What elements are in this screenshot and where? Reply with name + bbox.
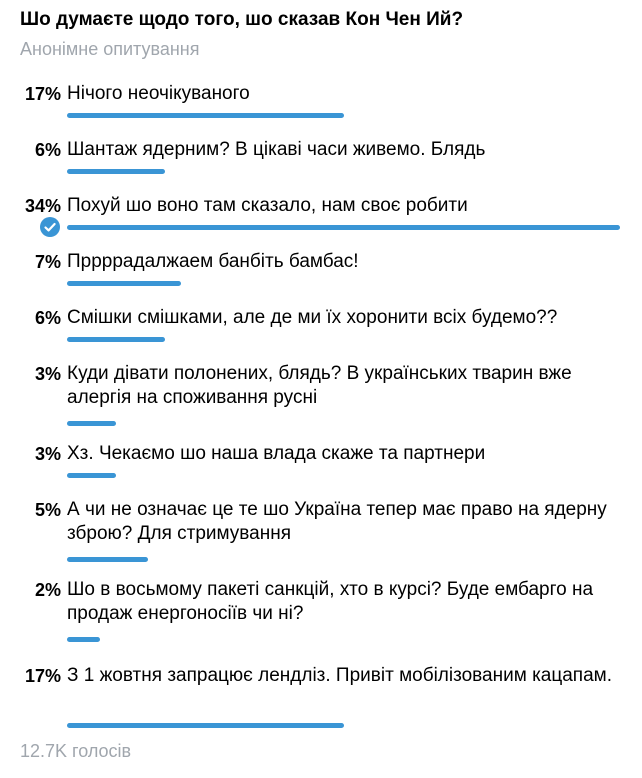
option-text: Нічого неочікуваного bbox=[67, 83, 250, 104]
option-text: Пррррадалжаем банбіть бамбас! bbox=[67, 251, 359, 272]
option-text: Похуй шо воно там сказало, нам своє роби… bbox=[67, 195, 468, 216]
poll-type: Анонімне опитування bbox=[20, 39, 200, 59]
option-result-bar bbox=[67, 637, 100, 642]
option-text: Шо в восьмому пакеті санкцій, хто в курс… bbox=[67, 579, 594, 624]
checkmark-icon bbox=[40, 217, 60, 237]
option-result-bar bbox=[67, 473, 116, 478]
option-percent: 3% bbox=[34, 364, 61, 384]
option-text: Смішки смішками, але де ми їх хоронити в… bbox=[67, 307, 558, 328]
option-result-bar bbox=[67, 337, 165, 342]
option-result-bar bbox=[67, 169, 165, 174]
option-percent: 17% bbox=[24, 666, 61, 686]
option-text: З 1 жовтня запрацює лендліз. Привіт мобі… bbox=[67, 665, 613, 686]
option-result-bar bbox=[67, 225, 620, 230]
option-text: Куди дівати полонених, блядь? В українсь… bbox=[67, 363, 572, 408]
vote-count[interactable]: 12.7K голосів bbox=[20, 741, 132, 761]
option-percent: 3% bbox=[34, 444, 61, 464]
option-result-bar bbox=[67, 723, 344, 728]
option-result-bar bbox=[67, 281, 181, 286]
option-text: А чи не означає це те шо Україна тепер м… bbox=[67, 499, 607, 544]
option-percent: 6% bbox=[34, 308, 61, 328]
option-result-bar bbox=[67, 421, 116, 426]
option-percent: 5% bbox=[34, 500, 61, 520]
option-text: Шантаж ядерним? В цікаві часи живемо. Бл… bbox=[67, 139, 486, 160]
option-percent: 2% bbox=[34, 580, 61, 600]
option-percent: 17% bbox=[24, 84, 61, 104]
option-result-bar bbox=[67, 557, 148, 562]
option-percent: 34% bbox=[24, 196, 61, 216]
option-percent: 6% bbox=[34, 140, 61, 160]
option-text: Хз. Чекаємо шо наша влада скаже та партн… bbox=[67, 443, 486, 464]
option-result-bar bbox=[67, 113, 344, 118]
poll-question: Шо думаєте щодо того, шо сказав Кон Чен … bbox=[20, 9, 464, 30]
option-percent: 7% bbox=[34, 252, 61, 272]
